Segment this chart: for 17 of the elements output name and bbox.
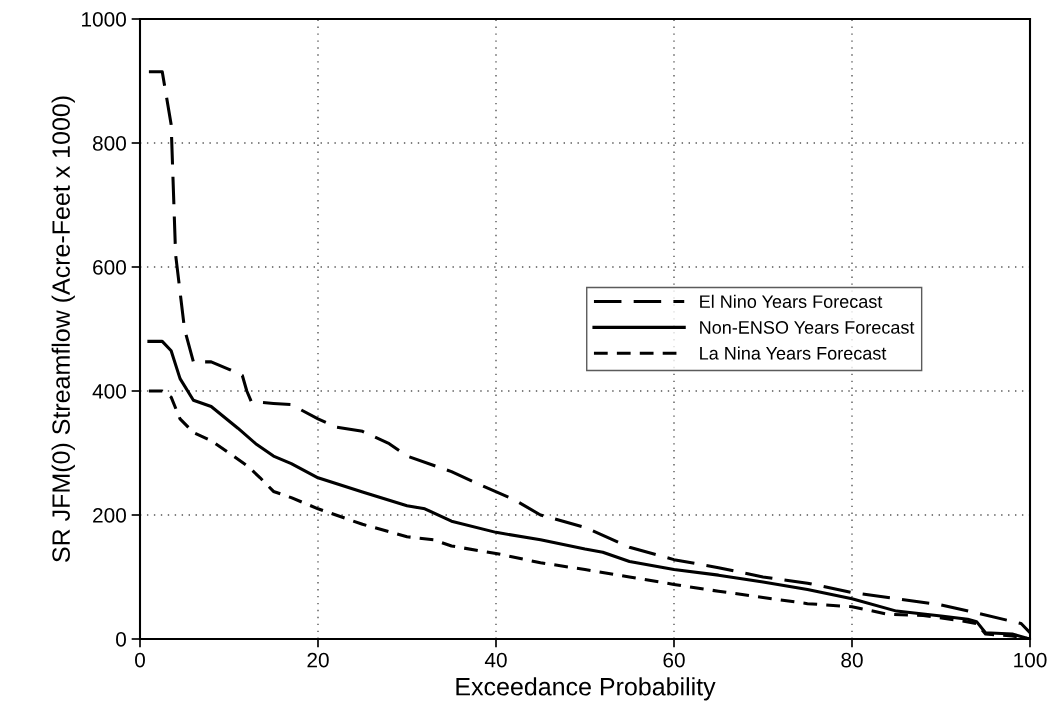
- y-tick-label: 1000: [82, 12, 126, 27]
- x-tick-label: 80: [841, 652, 863, 668]
- y-tick-label: 200: [93, 508, 126, 523]
- x-tick-label: 100: [1014, 652, 1047, 668]
- y-tick-label: 800: [92, 136, 126, 151]
- x-axis-title: Exceedance Probability: [456, 677, 716, 701]
- y-tick-label: 600: [93, 260, 126, 275]
- x-tick-label: 0: [135, 652, 145, 668]
- legend-label: El Nino Years Forecast: [700, 294, 883, 308]
- y-tick-label: 400: [92, 384, 126, 399]
- y-tick-label: 0: [116, 632, 126, 647]
- legend-label: Non-ENSO Years Forecast: [700, 321, 915, 334]
- x-tick-label: 20: [307, 652, 329, 668]
- x-tick-label: 40: [484, 652, 507, 668]
- y-axis-title: SR JFM(0) Streamflow (Acre-Feet x 1000): [51, 96, 75, 562]
- legend-label: La Nina Years Forecast: [700, 346, 887, 360]
- x-tick-label: 60: [663, 652, 685, 668]
